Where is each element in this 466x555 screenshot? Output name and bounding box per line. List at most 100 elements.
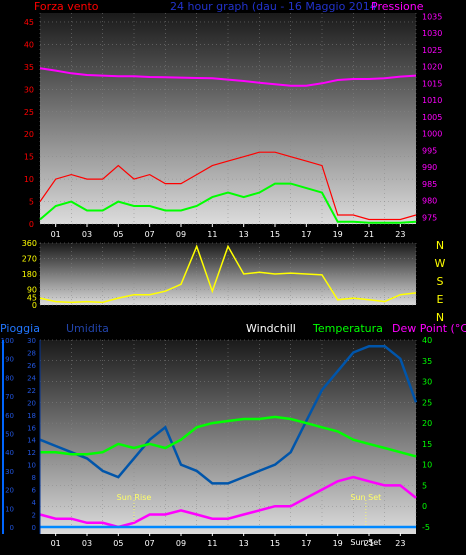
rain-tick-label: 100 [1, 337, 14, 345]
wind-tick-label: 0 [29, 220, 34, 229]
humidity-tick-label: 28 [27, 349, 36, 357]
wind-panel-background [40, 13, 416, 224]
wind-axis-ticks: 0 5 10 15 20 25 30 35 40 45 [24, 18, 34, 229]
time-tick-label: 03 [82, 539, 92, 548]
rain-tick-label: 0 [10, 524, 14, 532]
compass-label: W [435, 257, 446, 270]
direction-tick-label: 0 [32, 301, 37, 310]
time-tick-label: 07 [145, 539, 155, 548]
time-tick-label: 21 [364, 230, 374, 239]
pressure-tick-label: 1005 [422, 113, 442, 122]
wind-tick-label: 20 [24, 130, 34, 139]
pressure-tick-label: 1010 [422, 96, 442, 105]
time-tick-label: 15 [270, 539, 280, 548]
humidity-tick-label: 6 [32, 487, 37, 495]
humidity-axis-title: Umidita [66, 322, 109, 335]
humidity-tick-label: 0 [32, 524, 36, 532]
time-tick-label: 19 [333, 230, 343, 239]
dewpoint-axis-title: Dew Point (°C) [392, 322, 466, 335]
pressure-tick-label: 1015 [422, 79, 442, 88]
humidity-tick-label: 16 [27, 424, 36, 432]
pressure-tick-label: 995 [422, 146, 437, 155]
time-tick-label: 09 [176, 230, 186, 239]
pressure-line [39, 67, 417, 87]
temperature-tick-label: 15 [422, 440, 432, 449]
humidity-tick-label: 22 [27, 387, 36, 395]
direction-tick-label: 90 [27, 286, 37, 295]
temperature-line [40, 415, 417, 458]
temperature-axis-ticks: -5 0 5 10 15 20 25 30 35 40 [422, 336, 432, 532]
direction-panel-series [39, 244, 417, 304]
time-tick-label: 13 [239, 539, 249, 548]
sun-annotation-label: Sun Set [350, 538, 381, 547]
time-tick-label: 13 [239, 230, 249, 239]
wind-tick-label: 5 [29, 198, 34, 207]
rain-tick-label: 20 [5, 487, 14, 495]
humidity-tick-label: 10 [27, 462, 36, 470]
wind-tick-label: 40 [24, 40, 34, 49]
time-tick-label: 11 [207, 539, 217, 548]
rain-tick-label: 50 [5, 431, 14, 439]
temperature-tick-label: 35 [422, 357, 432, 366]
humidity-tick-label: 26 [27, 362, 36, 370]
humidity-tick-label: 18 [27, 412, 36, 420]
time-tick-label: 05 [113, 539, 123, 548]
time-tick-label: 07 [145, 230, 155, 239]
rain-tick-label: 60 [5, 412, 14, 420]
rain-tick-label: 40 [5, 449, 14, 457]
time-tick-label: 01 [51, 539, 61, 548]
pressure-tick-label: 1020 [422, 63, 442, 72]
time-tick-label: 21 [364, 539, 374, 548]
compass-label: E [437, 293, 444, 306]
direction-tick-label: 180 [22, 270, 37, 279]
wind-gust-line [39, 151, 417, 221]
pressure-tick-label: 1000 [422, 130, 442, 139]
temperature-axis-title: Temperatura [312, 322, 383, 335]
time-tick-label: 09 [176, 539, 186, 548]
chart-title: 24 hour graph (dau - 16 Maggio 2014 [170, 0, 377, 13]
wind-tick-label: 15 [24, 153, 34, 162]
rain-tick-label: 80 [5, 374, 14, 382]
temperature-tick-label: 5 [422, 481, 427, 490]
rain-axis-ticks: 0 10 20 30 40 50 60 70 80 90 100 [1, 337, 14, 532]
compass-label: N [436, 311, 444, 324]
humidity-tick-label: 2 [32, 512, 36, 520]
time-tick-label: 23 [395, 230, 405, 239]
temperature-tick-label: 20 [422, 419, 432, 428]
temperature-tick-label: 0 [422, 502, 427, 511]
wind-axis-title: Forza vento [34, 0, 99, 13]
rain-tick-label: 30 [5, 468, 14, 476]
pressure-tick-label: 1025 [422, 46, 442, 55]
windchill-title: Windchill [246, 322, 296, 335]
temperature-tick-label: -5 [422, 523, 430, 532]
direction-tick-label: 270 [22, 255, 37, 264]
humidity-line [39, 344, 418, 485]
time-tick-label: 03 [82, 230, 92, 239]
pressure-axis-ticks: 975 980 985 990 995 1000 1005 1010 1015 1020 1025 1… [422, 12, 442, 222]
time-tick-label: 19 [333, 539, 343, 548]
rain-tick-label: 90 [5, 356, 14, 364]
time-tick-label: 23 [395, 539, 405, 548]
time-tick-label: 17 [301, 539, 311, 548]
wind-average-line [39, 182, 417, 224]
humidity-tick-label: 20 [27, 399, 36, 407]
wind-tick-label: 10 [24, 175, 34, 184]
wind-tick-label: 25 [24, 108, 34, 117]
time-tick-label: 05 [113, 230, 123, 239]
pressure-tick-label: 990 [422, 163, 437, 172]
compass-label: N [436, 239, 444, 252]
wind-panel-series [39, 67, 417, 224]
temperature-tick-label: 10 [422, 461, 432, 470]
humidity-tick-label: 24 [27, 374, 36, 382]
rain-tick-label: 10 [5, 505, 14, 513]
time-tick-label: 17 [301, 230, 311, 239]
rain-axis-title: Pioggia [0, 322, 40, 335]
temperature-tick-label: 25 [422, 398, 432, 407]
humidity-tick-label: 8 [32, 474, 36, 482]
humidity-tick-label: 14 [27, 437, 36, 445]
compass-label: S [437, 275, 444, 288]
temperature-tick-label: 30 [422, 378, 432, 387]
time-tick-label: 11 [207, 230, 217, 239]
